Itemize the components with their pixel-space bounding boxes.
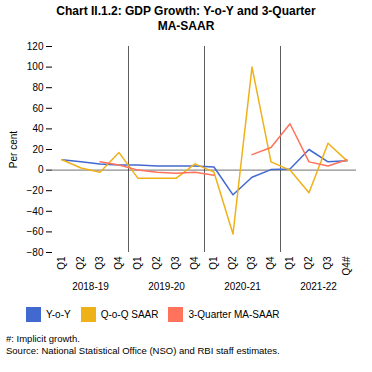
svg-text:Q3: Q3	[322, 256, 333, 270]
html-text:#: Implicit growth.: #: Implicit growth.	[6, 333, 80, 344]
html-text:3-Quarter MA-SAAR: 3-Quarter MA-SAAR	[188, 309, 280, 320]
svg-text:Q4: Q4	[189, 256, 200, 270]
svg-text:Per cent: Per cent	[8, 131, 19, 168]
svg-text:Q3: Q3	[94, 256, 105, 270]
svg-text:2019-20: 2019-20	[148, 281, 185, 292]
svg-text:0: 0	[38, 164, 44, 175]
svg-text:Q4: Q4	[265, 256, 276, 270]
svg-text:−80: −80	[27, 247, 44, 258]
svg-text:Q1: Q1	[56, 256, 67, 270]
svg-text:−40: −40	[27, 206, 44, 217]
html-text:Source: National Statistical O: Source: National Statistical Office (NSO…	[6, 345, 280, 356]
svg-text:Q2: Q2	[303, 256, 314, 270]
html-text:Chart II.1.2: GDP Growth: Y-o-: Chart II.1.2: GDP Growth: Y-o-Y and 3-Qu…	[56, 4, 316, 33]
html-text:Y-o-Y: Y-o-Y	[46, 309, 71, 320]
html-text:Q-o-Q SAAR: Q-o-Q SAAR	[100, 309, 159, 320]
svg-text:Q1: Q1	[208, 256, 219, 270]
svg-text:20: 20	[32, 144, 44, 155]
svg-text:Q1: Q1	[132, 256, 143, 270]
svg-text:2020-21: 2020-21	[224, 281, 261, 292]
svg-text:60: 60	[32, 103, 44, 114]
svg-text:Q2: Q2	[75, 256, 86, 270]
svg-text:−20: −20	[27, 185, 44, 196]
svg-text:2021-22: 2021-22	[300, 281, 337, 292]
svg-text:120: 120	[27, 41, 44, 52]
svg-text:Q3: Q3	[170, 256, 181, 270]
svg-text:80: 80	[32, 82, 44, 93]
svg-text:40: 40	[32, 123, 44, 134]
svg-text:Q2: Q2	[151, 256, 162, 270]
svg-text:Q4#: Q4#	[341, 256, 352, 275]
svg-text:−60: −60	[27, 226, 44, 237]
svg-text:100: 100	[27, 61, 44, 72]
svg-text:Q3: Q3	[246, 256, 257, 270]
svg-text:2018-19: 2018-19	[72, 281, 109, 292]
svg-text:Q2: Q2	[227, 256, 238, 270]
svg-text:Q1: Q1	[284, 256, 295, 270]
svg-text:Q4: Q4	[113, 256, 124, 270]
